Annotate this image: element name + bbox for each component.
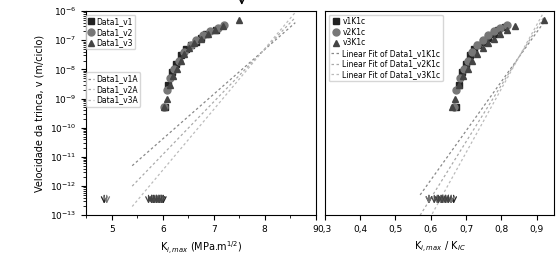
Y-axis label: Velocidade da trinca, v (m/ciclo): Velocidade da trinca, v (m/ciclo) (35, 34, 45, 192)
Legend: Data1_v1A, Data1_v2A, Data1_v3A: Data1_v1A, Data1_v2A, Data1_v3A (86, 72, 140, 107)
Legend: v1K1c, v2K1c, v3K1c, Linear Fit of Data1_v1K1c, Linear Fit of Data1_v2K1c, Linea: v1K1c, v2K1c, v3K1c, Linear Fit of Data1… (329, 15, 443, 81)
X-axis label: K$_{i,max}$ / K$_{IC}$: K$_{i,max}$ / K$_{IC}$ (414, 240, 466, 255)
X-axis label: K$_{i,max}$ (MPa.m$^{1/2}$): K$_{i,max}$ (MPa.m$^{1/2}$) (160, 240, 242, 256)
